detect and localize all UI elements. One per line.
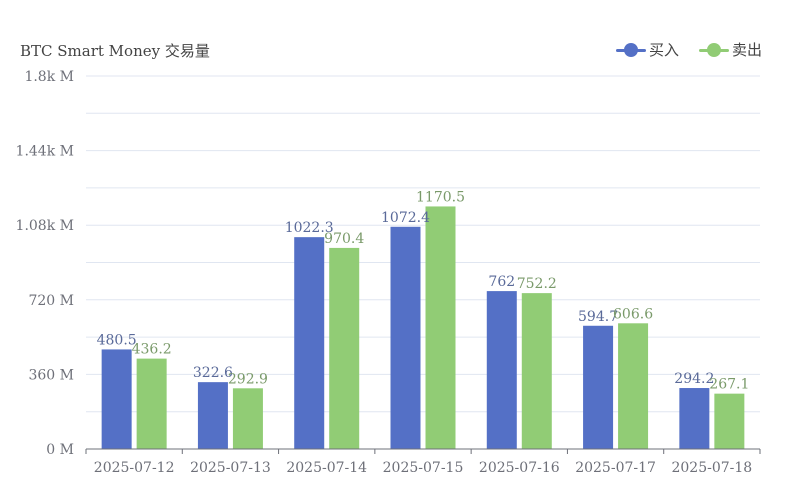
bar-buy[interactable] [583, 325, 614, 449]
bar-buy[interactable] [197, 382, 228, 449]
legend-label-sell: 卖出 [731, 41, 762, 59]
bar-buy[interactable] [294, 237, 325, 449]
x-tick-label: 2025-07-15 [383, 460, 464, 476]
data-label-sell: 292.9 [228, 371, 268, 387]
data-label-sell: 267.1 [709, 377, 749, 393]
legend: 买入 卖出 [615, 39, 762, 60]
gridlines [86, 75, 760, 450]
legend-swatch-sell-icon [698, 42, 729, 57]
bar-buy[interactable] [390, 226, 421, 449]
x-tick-label: 2025-07-16 [479, 460, 560, 476]
data-label-buy: 1022.3 [285, 220, 334, 236]
data-label-buy: 480.5 [97, 332, 137, 348]
data-label-buy: 762 [488, 274, 515, 290]
bars [101, 206, 745, 449]
bar-buy[interactable] [486, 291, 517, 449]
bar-sell[interactable] [329, 247, 360, 449]
data-label-sell: 1170.5 [416, 189, 465, 205]
bar-sell[interactable] [232, 388, 263, 449]
data-label-sell: 606.6 [613, 306, 653, 322]
bar-sell[interactable] [521, 293, 552, 449]
data-label-buy: 594.7 [578, 309, 618, 325]
legend-item-buy[interactable]: 买入 [615, 39, 679, 60]
data-label-buy: 294.2 [674, 371, 714, 387]
axes: 0 M 360 M 720 M 1.08k M 1.44k M 1.8k M 2025-07… [16, 69, 761, 476]
x-tick-label: 2025-07-12 [94, 460, 175, 476]
x-tick-label: 2025-07-14 [286, 460, 367, 476]
x-tick-label: 2025-07-18 [671, 460, 752, 476]
bar-sell[interactable] [425, 206, 456, 449]
legend-label-buy: 买入 [648, 41, 679, 59]
legend-swatch-buy-icon [615, 42, 646, 57]
y-tick-label: 1.8k M [24, 69, 74, 85]
data-label-buy: 322.6 [193, 365, 233, 381]
y-tick-label: 1.08k M [16, 218, 74, 234]
data-label-buy: 1072.4 [381, 210, 430, 226]
x-tick-label: 2025-07-13 [190, 460, 271, 476]
legend-item-sell[interactable]: 卖出 [698, 39, 762, 60]
x-tick-label: 2025-07-17 [575, 460, 656, 476]
y-tick-label: 360 M [28, 367, 74, 383]
bar-buy[interactable] [679, 388, 710, 449]
data-label-sell: 436.2 [132, 342, 172, 358]
y-tick-label: 0 M [46, 442, 74, 458]
data-label-sell: 752.2 [517, 276, 557, 292]
bar-sell[interactable] [618, 323, 649, 449]
data-label-sell: 970.4 [324, 231, 364, 247]
bar-sell[interactable] [136, 358, 167, 449]
chart-title: BTC Smart Money 交易量 [20, 42, 210, 60]
bar-sell[interactable] [714, 393, 745, 449]
y-tick-label: 720 M [28, 293, 74, 309]
y-tick-label: 1.44k M [16, 144, 74, 160]
bar-buy[interactable] [101, 349, 132, 449]
